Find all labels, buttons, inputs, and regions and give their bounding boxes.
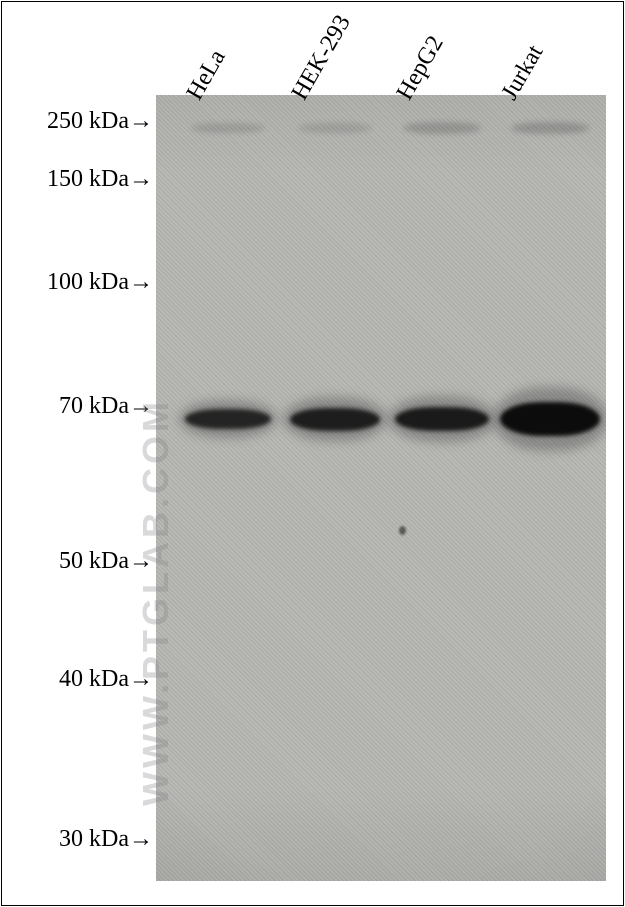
mw-label: 100 kDa→ — [47, 268, 153, 296]
mw-label: 150 kDa→ — [47, 165, 153, 193]
band-hela — [185, 409, 271, 429]
faint-band — [298, 123, 372, 133]
mw-label: 30 kDa→ — [59, 825, 153, 853]
speck — [399, 526, 406, 535]
faint-band — [511, 122, 589, 134]
band-hepg2 — [395, 407, 489, 431]
western-blot-figure: HeLaHEK-293HepG2Jurkat 250 kDa→150 kDa→1… — [0, 0, 625, 907]
faint-band — [403, 122, 481, 134]
mw-label: 250 kDa→ — [47, 107, 153, 135]
watermark-text: WWW.PTGLAB.COM — [135, 398, 177, 806]
faint-band — [191, 123, 265, 133]
band-hek-293 — [290, 408, 380, 431]
blot-membrane — [156, 95, 606, 881]
band-jurkat — [500, 402, 600, 436]
